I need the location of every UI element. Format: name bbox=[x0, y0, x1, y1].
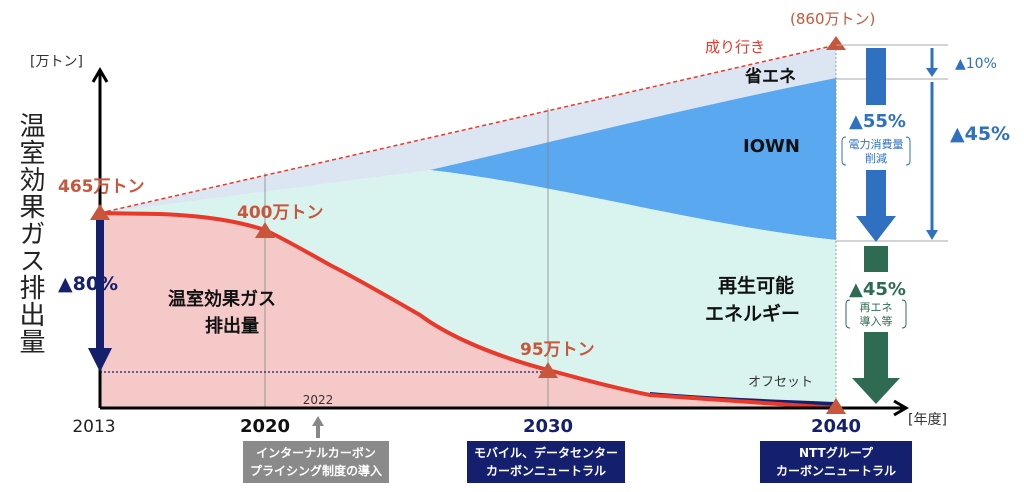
label-emissions-2: 排出量 bbox=[205, 315, 259, 337]
label-bau: 成り行き bbox=[705, 38, 765, 56]
label-95: 95万トン bbox=[520, 340, 595, 360]
label-renew-pct: ▲45% bbox=[849, 279, 906, 300]
emissions-line bbox=[99, 211, 837, 410]
label-renew-note-1: 再エネ bbox=[860, 301, 893, 314]
milestone-2030-box: モバイル、データセンター カーボンニュートラル bbox=[467, 441, 625, 483]
y-axis-title: 温室効果ガス排出量 bbox=[15, 112, 45, 355]
x-marker-2022: 2022 bbox=[303, 393, 334, 407]
power-arrow-bottom bbox=[866, 170, 886, 216]
label-renew-note-2: 導入等 bbox=[860, 314, 893, 328]
renewable-area bbox=[100, 170, 836, 408]
reduction-arrowhead-left-icon bbox=[88, 348, 112, 372]
milestone-2030-line1: モバイル、データセンター bbox=[473, 446, 618, 460]
label-offset: オフセット bbox=[748, 375, 813, 390]
power-note-bracket bbox=[841, 136, 911, 166]
milestone-2022-line2: プライシング制度の導入 bbox=[249, 464, 382, 478]
x-tick-2030: 2030 bbox=[523, 416, 573, 437]
milestone-2040-line2: カーボンニュートラル bbox=[775, 464, 896, 478]
label-iown: IOWN bbox=[743, 136, 800, 157]
label-400: 400万トン bbox=[237, 203, 324, 223]
milestone-2040-line1: NTTグループ bbox=[799, 446, 873, 460]
y-axis-arrow-icon bbox=[91, 67, 109, 83]
x-tick-2013: 2013 bbox=[72, 417, 115, 437]
label-emissions-1: 温室効果ガス bbox=[168, 288, 276, 310]
x-unit-label: [年度] bbox=[908, 412, 947, 428]
renew-note-bracket bbox=[845, 299, 907, 329]
label-power-note-2: 削減 bbox=[865, 151, 887, 165]
reduction-arrow-left bbox=[96, 218, 104, 348]
milestone-2022-line1: インターナルカーボン bbox=[256, 446, 376, 460]
x-tick-2020: 2020 bbox=[240, 416, 290, 437]
x-tick-2040: 2040 bbox=[811, 416, 861, 437]
renew-arrowhead-icon bbox=[852, 378, 900, 404]
savings-arrowhead-icon bbox=[926, 68, 938, 77]
label-465: 465万トン bbox=[58, 177, 145, 197]
label-power-pct: ▲55% bbox=[849, 111, 906, 132]
label-savings: 省エネ bbox=[744, 66, 796, 87]
label-860: (860万トン) bbox=[790, 10, 875, 28]
arrow-2022-head-icon bbox=[312, 416, 324, 426]
milestone-2040-box: NTTグループ カーボンニュートラル bbox=[760, 441, 912, 483]
x-axis-arrow-icon bbox=[893, 399, 909, 417]
marker-2013 bbox=[90, 204, 110, 220]
marker-bau-2040 bbox=[826, 36, 846, 50]
power-arrow-top bbox=[866, 48, 886, 105]
label-left-total: ▲80% bbox=[58, 273, 118, 295]
label-iown-pct: ▲45% bbox=[950, 123, 1010, 145]
label-renew-2: エネルギー bbox=[705, 303, 800, 325]
label-renew-1: 再生可能 bbox=[718, 274, 794, 297]
emissions-area bbox=[100, 213, 836, 408]
marker-2020 bbox=[255, 222, 275, 238]
renew-arrow-top bbox=[864, 246, 888, 272]
power-arrowhead-icon bbox=[856, 216, 896, 242]
milestone-2022-box: インターナルカーボン プライシング制度の導入 bbox=[243, 441, 389, 483]
marker-2040 bbox=[826, 398, 846, 414]
y-unit-label: [万トン] bbox=[30, 54, 83, 70]
iown-area bbox=[430, 78, 836, 240]
iown-arrowhead-icon bbox=[926, 230, 938, 240]
marker-2030 bbox=[538, 362, 558, 378]
milestone-2030-line2: カーボンニュートラル bbox=[485, 464, 606, 478]
label-savings-pct: ▲10% bbox=[955, 56, 997, 72]
label-power-note-1: 電力消費量 bbox=[849, 137, 904, 151]
renew-arrow-bottom bbox=[864, 332, 888, 378]
